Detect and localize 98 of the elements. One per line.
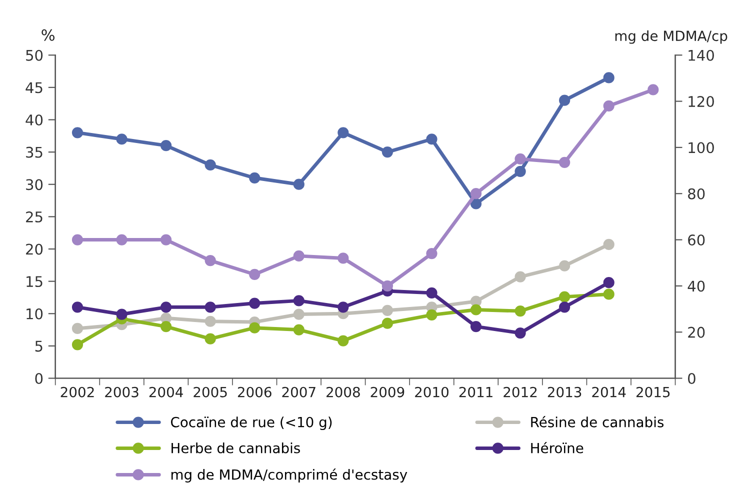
point xyxy=(382,280,394,292)
x-tick-label: 2003 xyxy=(105,386,138,398)
x-tick-label: 2015 xyxy=(636,386,670,398)
y-tick-label: 50 xyxy=(26,50,43,61)
legend-label: Herbe de cannabis xyxy=(172,442,300,454)
y-tick-label: 0 xyxy=(35,372,43,384)
point xyxy=(338,335,349,346)
y-tick-label: 5 xyxy=(35,340,42,352)
x-tick-label: 2014 xyxy=(592,386,626,398)
x-tick-label: 2005 xyxy=(194,386,227,398)
point xyxy=(514,305,526,317)
y2-tick-label: 120 xyxy=(688,96,714,108)
point xyxy=(426,309,438,320)
point xyxy=(514,271,526,282)
x-tick-label: 2007 xyxy=(282,386,316,398)
point xyxy=(559,260,570,272)
point xyxy=(470,320,482,332)
point xyxy=(204,316,216,327)
point xyxy=(293,308,304,320)
point xyxy=(249,172,260,184)
legend-label: Cocaïne de rue (<10 g) xyxy=(171,416,332,430)
point xyxy=(382,146,394,158)
point xyxy=(72,127,84,138)
point xyxy=(514,327,526,339)
x-tick-label: 2013 xyxy=(548,386,582,398)
point xyxy=(338,252,349,264)
point xyxy=(160,320,172,332)
point xyxy=(204,159,216,171)
x-tick-label: 2006 xyxy=(238,386,272,398)
point xyxy=(382,318,394,329)
point xyxy=(426,248,438,260)
legend-label: mg de MDMA/comprimé d'ecstasy xyxy=(171,468,408,482)
point xyxy=(426,134,438,145)
y-axis-title: % xyxy=(42,29,55,41)
y-tick-label: 30 xyxy=(26,179,43,190)
point xyxy=(204,333,216,344)
legend-label: Résine de cannabis xyxy=(531,416,664,428)
point xyxy=(559,94,570,106)
point xyxy=(338,302,349,313)
point xyxy=(116,234,128,246)
point xyxy=(293,295,304,306)
y2-tick-label: 60 xyxy=(688,234,705,246)
point xyxy=(160,140,172,152)
x-tick-label: 2004 xyxy=(149,386,183,398)
y2-tick-label: 0 xyxy=(688,372,696,384)
point xyxy=(603,72,614,84)
point xyxy=(293,324,304,336)
point xyxy=(116,308,128,320)
point xyxy=(72,339,84,350)
y-tick-label: 35 xyxy=(26,146,42,158)
point xyxy=(204,302,216,313)
y2-tick-label: 100 xyxy=(688,142,714,154)
point xyxy=(160,302,172,313)
x-tick-label: 2009 xyxy=(370,386,404,398)
point xyxy=(116,134,128,145)
point xyxy=(470,188,482,200)
y2-tick-label: 40 xyxy=(688,280,705,292)
point xyxy=(514,166,526,177)
point xyxy=(603,238,614,250)
y2-tick-label: 20 xyxy=(688,326,705,338)
point xyxy=(559,302,570,313)
y2-tick-label: 80 xyxy=(688,188,705,200)
legend-label: Héroïne xyxy=(531,442,584,454)
point xyxy=(382,304,394,316)
point xyxy=(293,250,304,262)
point xyxy=(470,198,482,210)
point xyxy=(293,178,304,190)
y2-tick-label: 140 xyxy=(688,50,714,61)
point xyxy=(72,234,84,246)
point xyxy=(160,234,172,246)
point xyxy=(559,291,570,302)
point xyxy=(648,84,659,96)
y2-axis-title: mg de MDMA/cp xyxy=(615,30,728,44)
y-tick-label: 40 xyxy=(26,114,43,126)
point xyxy=(204,254,216,266)
point xyxy=(470,304,482,316)
point xyxy=(603,277,614,288)
x-tick-label: 2010 xyxy=(415,386,448,398)
point xyxy=(559,156,570,168)
x-tick-label: 2011 xyxy=(459,386,492,398)
point xyxy=(603,288,614,300)
x-tick-label: 2012 xyxy=(504,386,537,398)
point xyxy=(514,153,526,165)
x-tick-label: 2002 xyxy=(60,386,94,398)
y-tick-label: 20 xyxy=(26,244,43,255)
point xyxy=(426,287,438,298)
point xyxy=(603,100,614,112)
point xyxy=(249,322,260,334)
y-tick-label: 45 xyxy=(26,82,42,94)
point xyxy=(338,127,349,138)
point xyxy=(72,322,84,334)
y-tick-label: 15 xyxy=(26,276,42,288)
y-tick-label: 10 xyxy=(26,308,43,320)
point xyxy=(72,302,84,313)
point xyxy=(249,298,260,309)
x-tick-label: 2008 xyxy=(326,386,360,398)
point xyxy=(249,268,260,280)
y-tick-label: 25 xyxy=(26,211,42,222)
